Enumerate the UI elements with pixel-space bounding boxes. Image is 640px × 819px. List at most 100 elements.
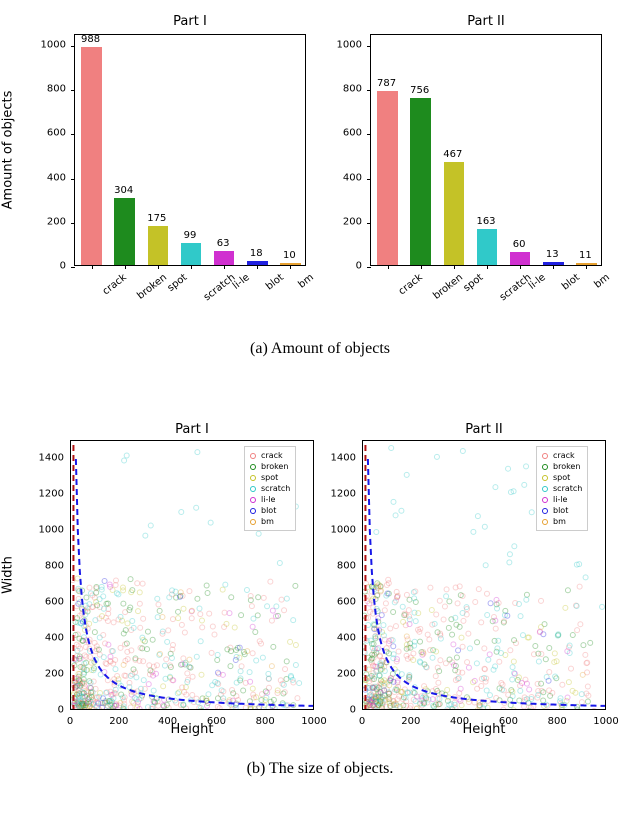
scatter-point — [198, 639, 203, 644]
xtick-label: spot — [165, 272, 189, 294]
xtick — [520, 265, 521, 269]
xtick — [290, 265, 291, 269]
y-axis-label: Width — [1, 525, 16, 625]
xtick — [125, 265, 126, 269]
scatter-point — [475, 686, 480, 691]
scatter-point — [386, 577, 391, 582]
legend-label: broken — [261, 462, 288, 471]
legend-label: spot — [261, 473, 278, 482]
ytick — [71, 90, 75, 91]
scatter-point — [155, 615, 160, 620]
scatter-point — [241, 688, 246, 693]
scatter-point — [187, 589, 192, 594]
ytick-label: 800 — [24, 561, 64, 572]
ytick-label: 600 — [316, 597, 356, 608]
scatter-point — [507, 552, 512, 557]
scatter-point — [585, 684, 590, 689]
scatter-point — [195, 450, 200, 455]
bar — [444, 162, 465, 265]
scatter-point — [511, 659, 516, 664]
scatter-point — [451, 642, 456, 647]
scatter-point — [520, 633, 525, 638]
scatter-point — [438, 658, 443, 663]
scatter-point — [475, 640, 480, 645]
scatter-point — [438, 636, 443, 641]
ytick — [367, 46, 371, 47]
xtick — [421, 265, 422, 269]
scatter-point — [102, 578, 107, 583]
scatter-point — [97, 635, 102, 640]
scatter-point — [434, 612, 439, 617]
legend-marker — [250, 475, 256, 481]
scatter-point — [148, 523, 153, 528]
scatter-point — [145, 629, 150, 634]
ytick-label: 1200 — [24, 489, 64, 500]
legend-item: crack — [250, 450, 290, 461]
scatter-point — [239, 613, 244, 618]
scatter-point — [539, 598, 544, 603]
scatter-point — [271, 644, 276, 649]
xtick-label: blot — [264, 272, 286, 292]
scatter-point — [249, 604, 254, 609]
scatter-point — [141, 616, 146, 621]
scatter-point — [189, 616, 194, 621]
xtick-label: broken — [135, 272, 169, 302]
scatter-point — [404, 653, 409, 658]
scatter-point — [155, 596, 160, 601]
scatter-point — [253, 630, 258, 635]
legend-marker — [250, 453, 256, 459]
scatter-point — [524, 597, 529, 602]
scatter-point — [198, 612, 203, 617]
bar — [214, 251, 235, 265]
scatter-point — [413, 619, 418, 624]
scatter-point — [411, 651, 416, 656]
scatter-point — [374, 530, 379, 535]
ytick-label: 1400 — [316, 453, 356, 464]
scatter-point — [140, 581, 145, 586]
scatter-point — [482, 646, 487, 651]
xtick — [158, 265, 159, 269]
scatter-point — [128, 705, 133, 710]
scatter-point — [269, 618, 274, 623]
scatter-point — [518, 688, 523, 693]
scatter-point — [388, 626, 393, 631]
ytick — [71, 134, 75, 135]
legend-item: li-le — [250, 494, 290, 505]
scatter-point — [565, 588, 570, 593]
xtick — [224, 265, 225, 269]
scatter-point — [441, 617, 446, 622]
bar — [477, 229, 498, 265]
scatter-point — [134, 675, 139, 680]
scatter-point — [269, 664, 274, 669]
ytick-label: 200 — [316, 669, 356, 680]
scatter-point — [293, 662, 298, 667]
ytick — [71, 223, 75, 224]
scatter-point — [215, 696, 220, 701]
scatter-point — [231, 691, 236, 696]
scatter-point — [207, 611, 212, 616]
scatter-point — [101, 632, 106, 637]
ytick-label: 400 — [26, 172, 66, 183]
bar-plot-area — [370, 34, 602, 266]
figure-a: Amount of objectsPart I02004006008001000… — [0, 8, 640, 358]
bar-value-label: 10 — [269, 250, 309, 261]
scatter-point — [197, 606, 202, 611]
scatter-point — [588, 640, 593, 645]
scatter-point — [293, 583, 298, 588]
scatter-point — [487, 693, 492, 698]
scatter-point — [183, 685, 188, 690]
scatter-point — [215, 658, 220, 663]
bar-value-label: 60 — [499, 239, 539, 250]
bar-value-label: 175 — [137, 213, 177, 224]
scatter-point — [511, 708, 516, 710]
ytick-label: 1000 — [26, 40, 66, 51]
ytick — [71, 267, 75, 268]
scatter-point — [400, 604, 405, 609]
legend-marker — [542, 453, 548, 459]
scatter-point — [210, 624, 215, 629]
scatter-point — [210, 683, 215, 688]
scatter-point — [206, 692, 211, 697]
scatter-point — [233, 658, 238, 663]
ytick-label: 1200 — [316, 489, 356, 500]
scatter-point — [430, 655, 435, 660]
